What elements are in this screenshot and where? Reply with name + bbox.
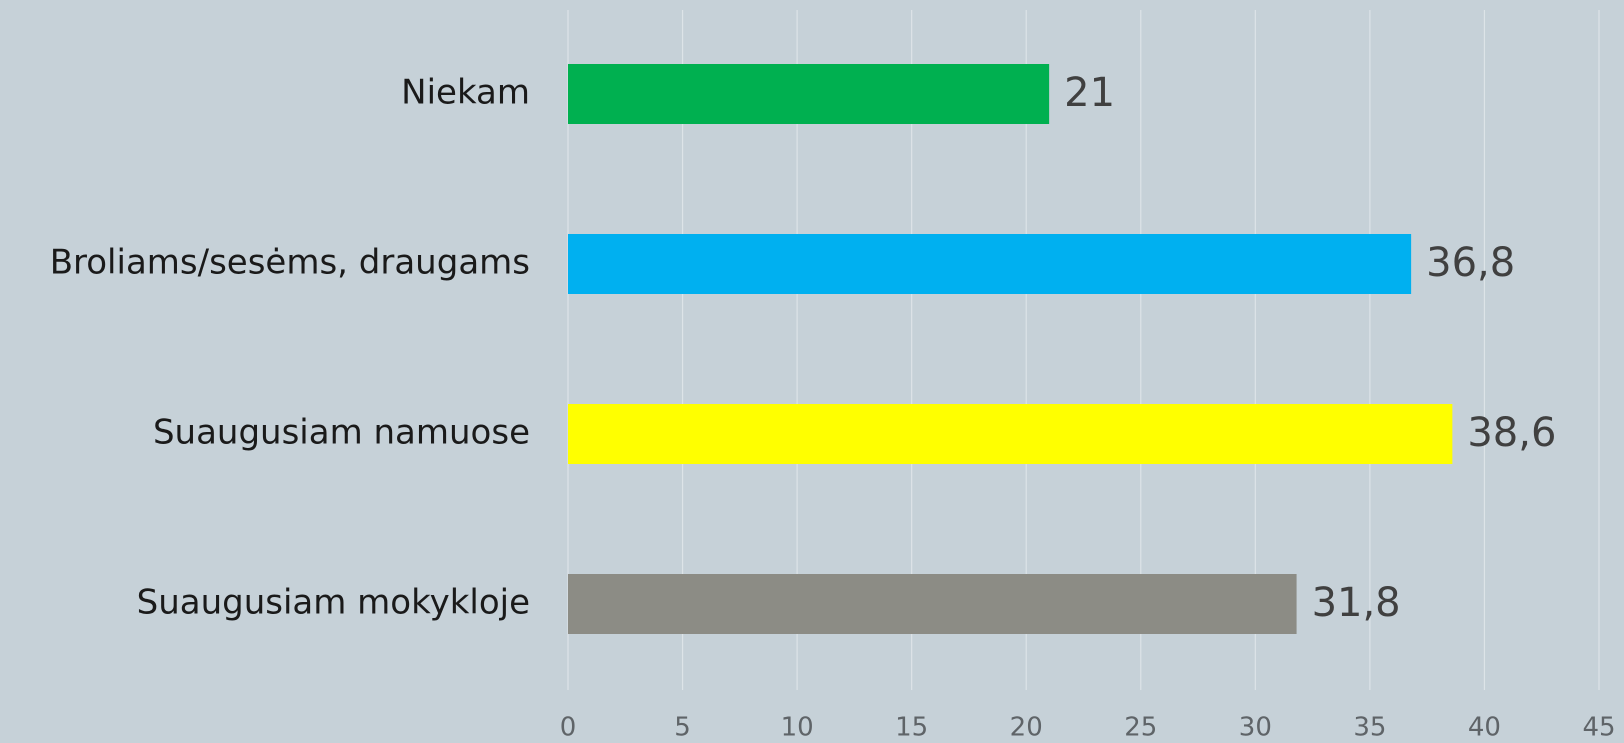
x-tick-label: 0 xyxy=(560,713,577,743)
bar xyxy=(568,404,1453,464)
bar xyxy=(568,574,1297,634)
value-label: 38,6 xyxy=(1467,410,1556,456)
value-label: 31,8 xyxy=(1312,580,1401,626)
y-tick-label: Suaugusiam mokykloje xyxy=(137,583,530,623)
x-tick-label: 10 xyxy=(781,713,814,743)
x-tick-label: 5 xyxy=(674,713,691,743)
y-tick-label: Suaugusiam namuose xyxy=(153,413,530,453)
y-tick-label: Broliams/sesėms, draugams xyxy=(50,243,530,283)
bar xyxy=(568,234,1412,294)
x-tick-label: 40 xyxy=(1468,713,1501,743)
y-tick-label: Niekam xyxy=(401,73,530,113)
x-tick-label: 35 xyxy=(1353,713,1386,743)
x-tick-label: 30 xyxy=(1239,713,1272,743)
x-tick-label: 25 xyxy=(1124,713,1157,743)
bar xyxy=(568,64,1050,124)
x-tick-label: 20 xyxy=(1010,713,1043,743)
x-tick-label: 15 xyxy=(895,713,928,743)
value-label: 36,8 xyxy=(1426,240,1515,286)
x-tick-label: 45 xyxy=(1582,713,1615,743)
value-label: 21 xyxy=(1064,70,1115,116)
